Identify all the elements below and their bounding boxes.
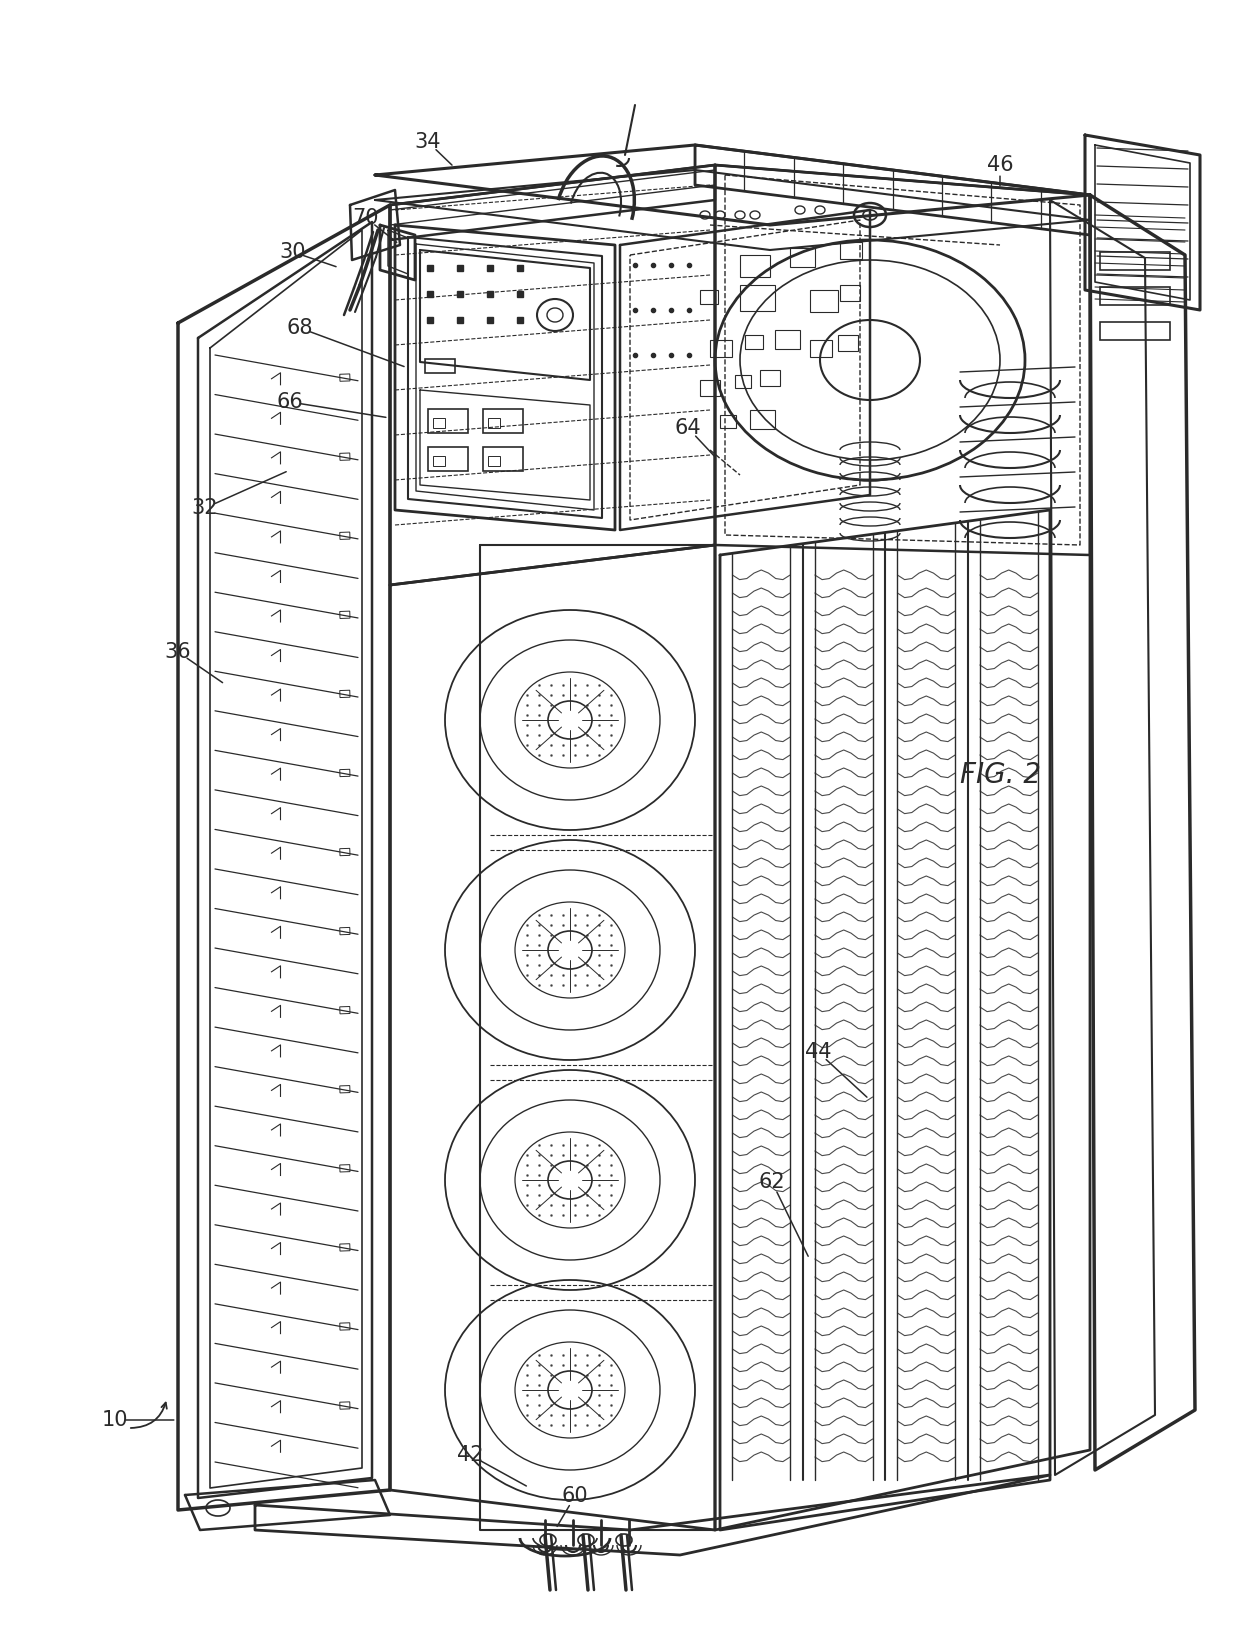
Bar [428, 410, 467, 433]
Bar [1100, 321, 1171, 339]
Text: 36: 36 [165, 642, 191, 662]
Bar [750, 410, 775, 429]
Text: 30: 30 [280, 243, 306, 262]
Bar [745, 334, 763, 349]
Text: 66: 66 [277, 392, 304, 411]
Bar [790, 247, 815, 267]
Text: 60: 60 [562, 1487, 588, 1506]
Bar [484, 447, 523, 470]
Text: FIG. 2: FIG. 2 [960, 760, 1040, 788]
Bar [701, 380, 720, 397]
Bar [425, 359, 455, 374]
Bar [340, 690, 350, 698]
Text: 42: 42 [456, 1446, 484, 1465]
Bar [735, 375, 751, 388]
Bar [810, 339, 832, 357]
Bar [1100, 287, 1171, 305]
Bar [340, 849, 350, 856]
Bar [433, 456, 445, 465]
Bar [720, 415, 737, 428]
Bar [839, 243, 862, 259]
Text: 44: 44 [805, 1042, 831, 1062]
Bar [740, 256, 770, 277]
Bar [484, 410, 523, 433]
Bar [340, 928, 350, 934]
Bar [701, 290, 718, 303]
Bar [340, 533, 350, 539]
Bar [428, 447, 467, 470]
Bar [711, 339, 732, 357]
Text: 10: 10 [102, 1410, 128, 1429]
Text: 34: 34 [414, 133, 441, 152]
Bar [340, 374, 350, 382]
Bar [1100, 252, 1171, 270]
Bar [340, 1323, 350, 1331]
Bar [740, 285, 775, 311]
Bar [340, 1165, 350, 1172]
Text: 46: 46 [987, 156, 1013, 175]
Bar [810, 290, 838, 311]
Text: 68: 68 [286, 318, 314, 338]
Bar [489, 456, 500, 465]
Text: 64: 64 [675, 418, 702, 438]
Text: 70: 70 [352, 208, 379, 228]
Bar [760, 370, 780, 387]
Bar [340, 1244, 350, 1251]
Bar [433, 418, 445, 428]
Bar [775, 329, 800, 349]
Bar [340, 611, 350, 618]
Bar [838, 334, 858, 351]
Bar [340, 452, 350, 461]
Bar [340, 1006, 350, 1015]
Bar [489, 418, 500, 428]
Bar [340, 769, 350, 777]
Bar [340, 1401, 350, 1410]
Bar [340, 1085, 350, 1093]
Bar [839, 285, 861, 302]
Text: 62: 62 [759, 1172, 785, 1192]
Text: 32: 32 [192, 498, 218, 518]
